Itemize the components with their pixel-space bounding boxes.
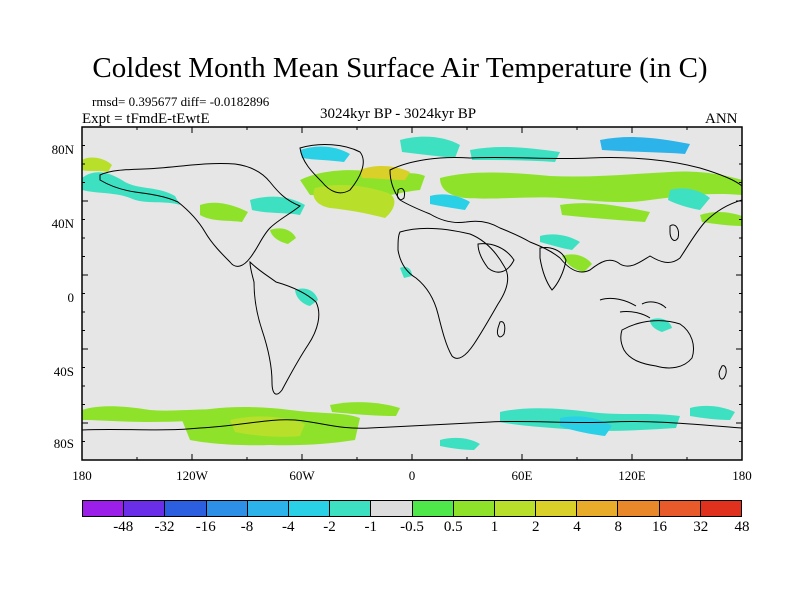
coastline-indonesia — [599, 297, 667, 319]
anomaly-region — [430, 194, 470, 210]
colorbar-swatch — [659, 501, 701, 516]
anomaly-region — [562, 254, 592, 272]
lon-label-120w: 120W — [176, 468, 208, 483]
colorbar-label: -32 — [154, 519, 175, 535]
anomaly-fields — [82, 136, 742, 450]
lon-label-0: 0 — [408, 468, 416, 483]
anomaly-region — [400, 136, 460, 158]
colorbar-label: -0.5 — [400, 519, 424, 535]
colorbar-label: -2 — [323, 519, 336, 535]
colorbar-label: -1 — [364, 519, 378, 535]
colorbar-swatch — [412, 501, 454, 516]
colorbar-label: -4 — [282, 519, 295, 535]
colorbar-swatch — [700, 501, 741, 516]
colorbar-label: -8 — [240, 519, 254, 535]
coastline-south-america — [249, 260, 320, 395]
colorbar-swatch — [124, 501, 166, 516]
anomaly-region — [330, 402, 400, 416]
lon-label-120e: 120E — [618, 468, 646, 483]
colorbar-label: 32 — [693, 519, 709, 535]
colorbar-label: 4 — [573, 519, 581, 535]
colorbar-swatch — [494, 501, 537, 516]
season-label: ANN — [705, 111, 738, 127]
lon-label-60e: 60E — [511, 468, 533, 483]
anomaly-region — [700, 212, 742, 226]
coastline-north-america — [99, 162, 301, 267]
colorbar-swatch — [247, 501, 289, 516]
anomaly-region — [440, 171, 742, 203]
anomaly-region — [560, 203, 650, 222]
coastlines — [82, 144, 742, 431]
colorbar-swatch — [371, 501, 413, 516]
coastline-japan — [669, 224, 679, 241]
coastline-greenland — [299, 144, 364, 194]
colorbar-swatch — [206, 501, 248, 516]
colorbar — [82, 500, 742, 517]
anomaly-region — [250, 196, 305, 215]
lon-label-180w: 180 — [72, 468, 92, 483]
colorbar-swatch — [83, 501, 125, 516]
colorbar-label: -16 — [195, 519, 216, 535]
colorbar-swatch — [288, 501, 331, 516]
coastline-india — [539, 247, 567, 291]
colorbar-label: 2 — [532, 519, 540, 535]
anomaly-region — [360, 166, 410, 180]
coastline-antarctica — [82, 419, 742, 431]
colorbar-swatch — [453, 501, 495, 516]
anomaly-region — [82, 172, 180, 205]
coastline-arabia — [477, 243, 515, 273]
colorbar-label: -48 — [113, 519, 134, 535]
anomaly-region — [82, 157, 112, 172]
stats-text: rmsd= 0.395677 diff= -0.0182896 — [92, 94, 270, 109]
colorbar-swatch — [330, 501, 372, 516]
anomaly-region — [650, 318, 672, 332]
anomaly-region — [295, 288, 318, 306]
anomaly-region — [560, 416, 612, 436]
coastline-new-zealand — [718, 365, 727, 380]
anomaly-region — [400, 266, 412, 278]
lat-label-40n: 40N — [51, 216, 74, 231]
coastline-madagascar — [497, 321, 506, 338]
anomaly-region — [300, 146, 350, 162]
colorbar-swatch — [618, 501, 660, 516]
lat-label-80s: 80S — [53, 436, 74, 451]
anomaly-region — [668, 188, 710, 210]
lat-label-40s: 40S — [53, 364, 74, 379]
anomaly-region — [690, 405, 735, 420]
anomaly-region — [313, 185, 395, 218]
anomaly-region — [440, 437, 480, 450]
experiment-label: Expt = tFmdE-tEwtE — [82, 111, 210, 127]
period-label: 3024kyr BP - 3024kyr BP — [320, 106, 477, 122]
anomaly-region — [540, 234, 580, 250]
colorbar-label: 48 — [734, 519, 750, 535]
colorbar-label: 8 — [614, 519, 623, 535]
colorbar-label: 16 — [652, 519, 667, 535]
colorbar-swatch — [536, 501, 578, 516]
coastline-eurasia — [389, 156, 742, 273]
lat-label-0: 0 — [67, 290, 75, 305]
colorbar-label: 1 — [490, 519, 499, 535]
colorbar-swatch — [165, 501, 207, 516]
anomaly-region — [230, 416, 305, 437]
anomaly-region — [600, 137, 690, 154]
colorbar-label: 0.5 — [443, 519, 463, 535]
lat-label-80n: 80N — [51, 142, 74, 157]
lon-label-60w: 60W — [289, 468, 315, 483]
anomaly-region — [200, 202, 248, 222]
axis-ticks — [81, 126, 743, 461]
anomaly-region — [270, 228, 296, 244]
coastline-australia — [620, 320, 694, 369]
chart-title: Coldest Month Mean Surface Air Temperatu… — [92, 52, 708, 84]
coastline-uk — [397, 187, 405, 201]
colorbar-swatch — [577, 501, 619, 516]
lon-label-180e: 180 — [732, 468, 752, 483]
